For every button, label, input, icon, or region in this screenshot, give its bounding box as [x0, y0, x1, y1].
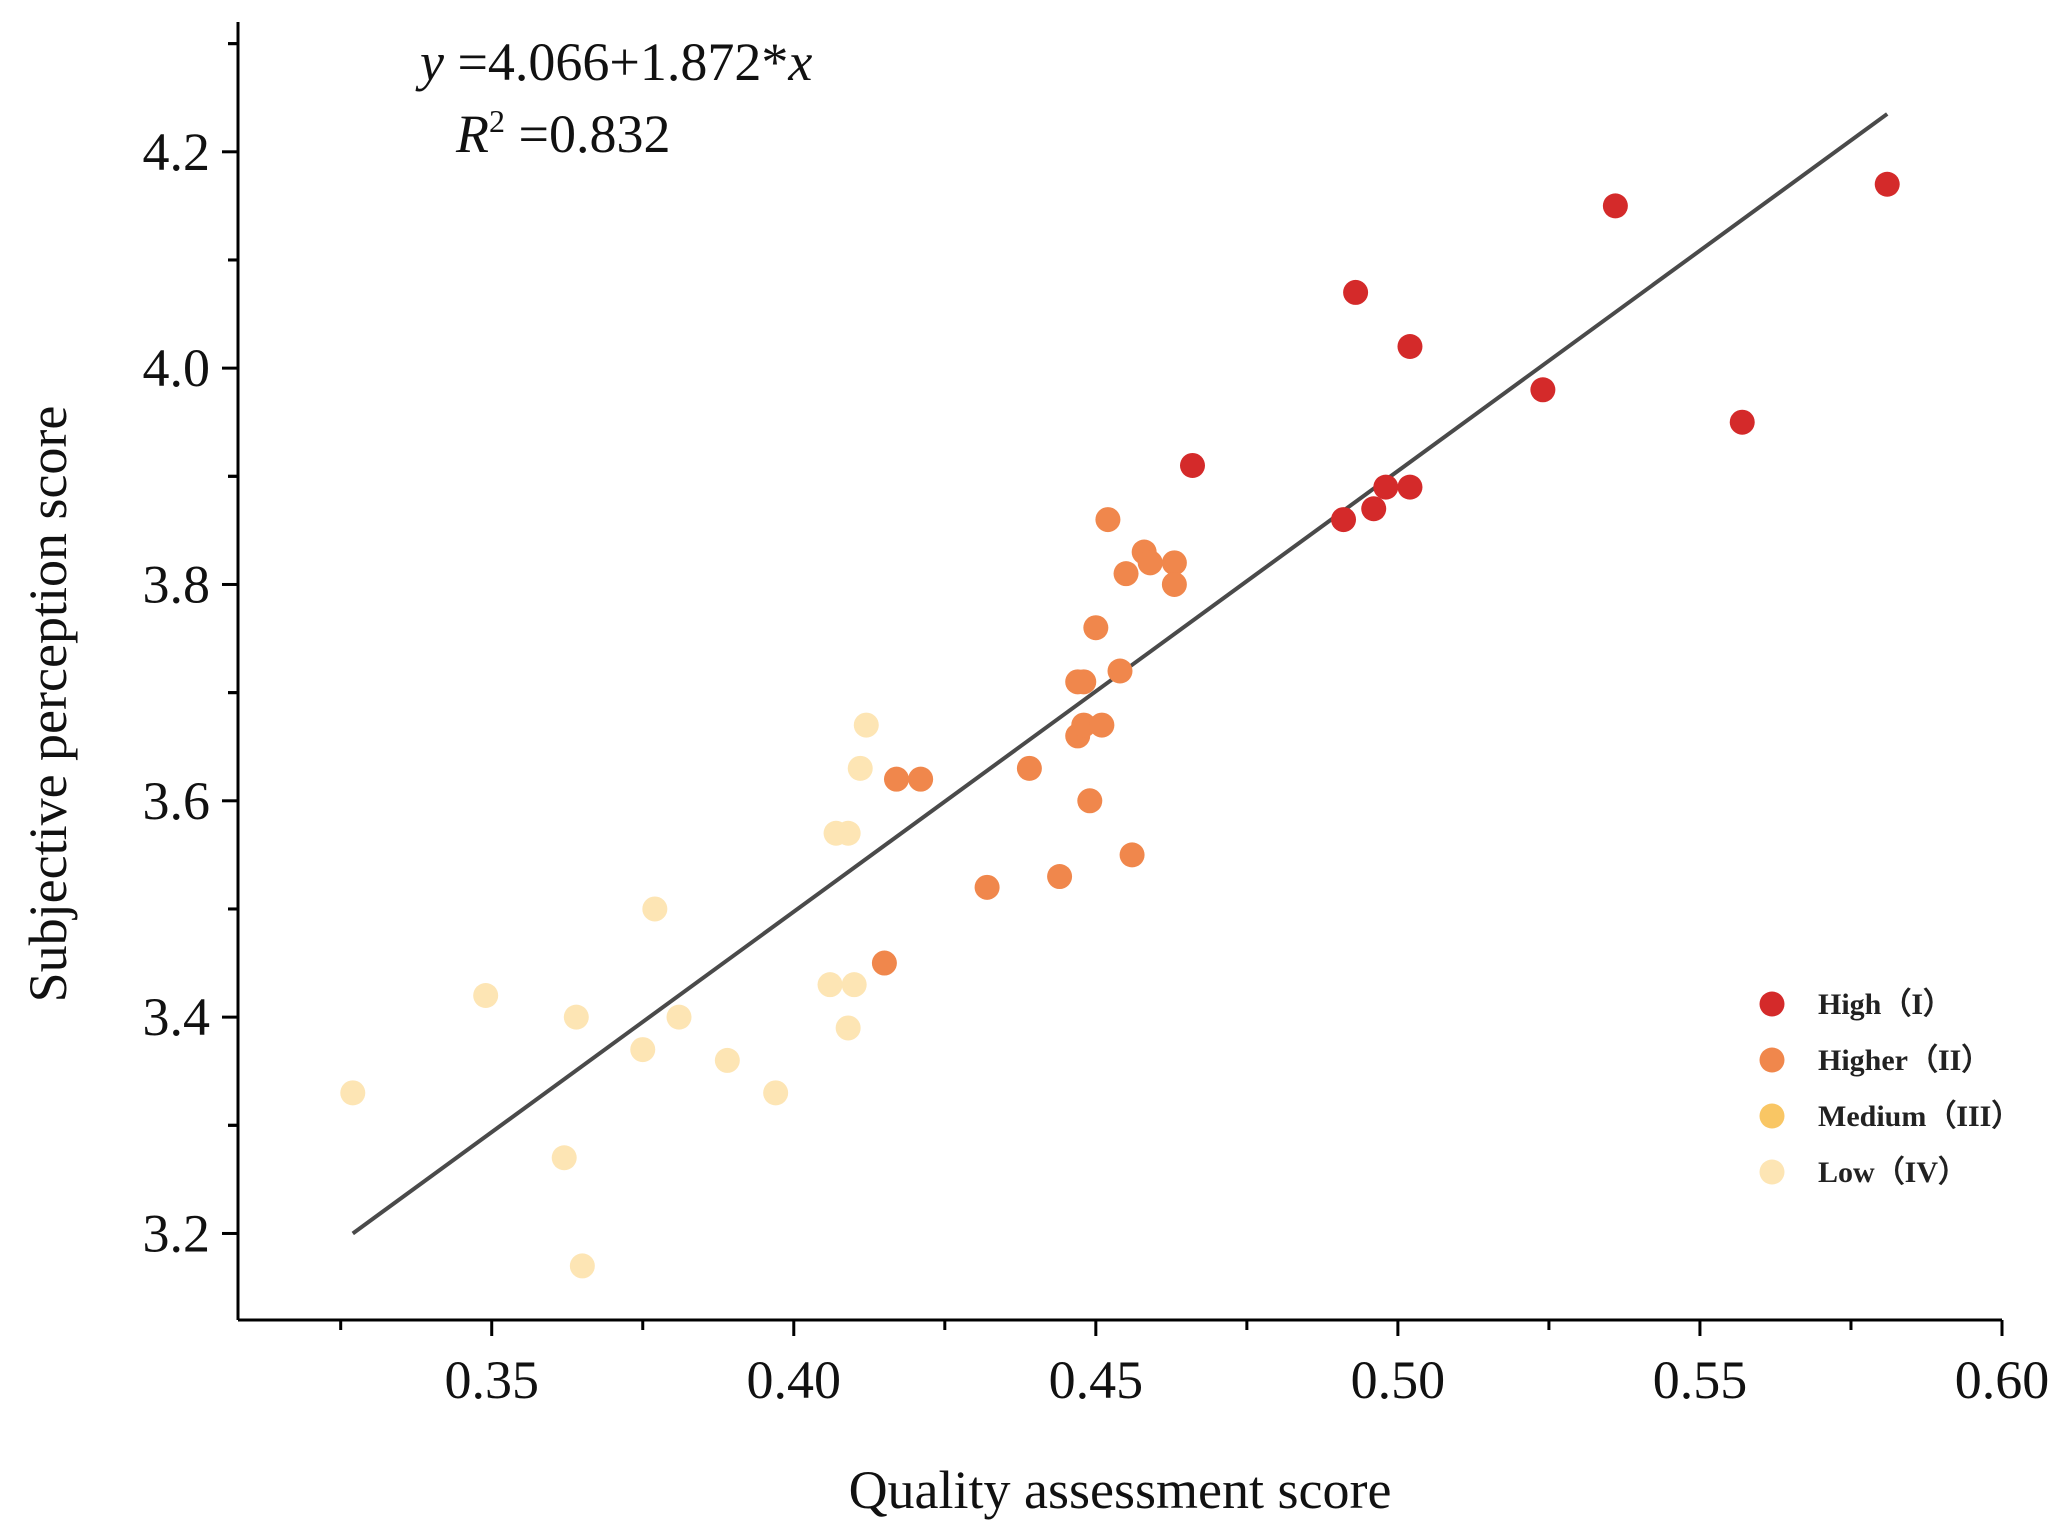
y-tick-label: 4.2 — [143, 122, 211, 182]
data-point — [1095, 507, 1120, 532]
data-point — [763, 1080, 788, 1105]
data-point — [1730, 410, 1755, 435]
data-point — [1071, 669, 1096, 694]
data-point — [1397, 334, 1422, 359]
legend-label: Medium（III） — [1818, 1099, 2021, 1133]
data-point — [1530, 377, 1555, 402]
data-point — [570, 1253, 595, 1278]
legend-marker — [1760, 992, 1785, 1017]
legend-label: Low（IV） — [1818, 1155, 1968, 1189]
y-tick-label: 3.6 — [143, 771, 211, 831]
data-point — [1162, 572, 1187, 597]
legend-marker — [1760, 1048, 1785, 1073]
x-tick-label: 0.45 — [1049, 1350, 1144, 1410]
x-axis-title: Quality assessment score — [849, 1460, 1392, 1520]
data-point — [1047, 864, 1072, 889]
data-points — [340, 172, 1899, 1279]
data-point — [818, 972, 843, 997]
data-point — [1397, 475, 1422, 500]
r-squared-label: R2 =0.832 — [455, 103, 670, 164]
data-point — [1120, 842, 1145, 867]
equation-x: x — [787, 32, 812, 92]
data-point — [1162, 550, 1187, 575]
data-point — [975, 875, 1000, 900]
x-tick-label: 0.60 — [1955, 1350, 2050, 1410]
y-tick-label: 3.8 — [143, 554, 211, 614]
data-point — [1138, 550, 1163, 575]
legend-marker — [1760, 1160, 1785, 1185]
data-point — [884, 767, 909, 792]
y-tick-label: 4.0 — [143, 338, 211, 398]
data-point — [854, 713, 879, 738]
data-point — [630, 1037, 655, 1062]
data-point — [1017, 756, 1042, 781]
legend: High（I） Higher（II） Medium（III） Low（IV） — [1760, 987, 2022, 1189]
data-point — [842, 972, 867, 997]
r-superscript: 2 — [489, 103, 505, 139]
equation-y: y — [415, 32, 444, 92]
data-point — [1108, 659, 1133, 684]
data-point — [1077, 788, 1102, 813]
data-point — [715, 1048, 740, 1073]
data-point — [473, 983, 498, 1008]
legend-label: High（I） — [1818, 987, 1953, 1021]
data-point — [564, 1005, 589, 1030]
data-point — [1083, 615, 1108, 640]
data-point — [836, 821, 861, 846]
data-point — [552, 1145, 577, 1170]
data-point — [908, 767, 933, 792]
data-point — [340, 1080, 365, 1105]
data-point — [1343, 280, 1368, 305]
data-point — [872, 951, 897, 976]
data-point — [1114, 561, 1139, 586]
legend-label: Higher（II） — [1818, 1043, 1991, 1077]
equation-body: =4.066+1.872* — [444, 32, 788, 92]
data-point — [667, 1005, 692, 1030]
data-point — [1603, 193, 1628, 218]
data-point — [1180, 453, 1205, 478]
x-tick-label: 0.35 — [444, 1350, 539, 1410]
data-point — [1875, 172, 1900, 197]
legend-marker — [1760, 1104, 1785, 1129]
data-point — [1089, 713, 1114, 738]
x-tick-label: 0.50 — [1351, 1350, 1446, 1410]
data-point — [1361, 496, 1386, 521]
x-tick-label: 0.55 — [1653, 1350, 1748, 1410]
y-axis-title: Subjective perception score — [18, 406, 78, 1003]
data-point — [836, 1015, 861, 1040]
data-point — [642, 896, 667, 921]
r-squared-value: =0.832 — [505, 104, 670, 164]
y-tick-label: 3.2 — [143, 1203, 211, 1263]
regression-equation: y =4.066+1.872*x — [415, 32, 812, 92]
data-point — [1373, 475, 1398, 500]
data-point — [848, 756, 873, 781]
y-tick-label: 3.4 — [143, 987, 211, 1047]
scatter-chart: 0.35 0.40 0.45 0.50 0.55 0.60 3.2 3.4 3.6 3.8 4.0 4… — [0, 0, 2055, 1539]
r-symbol: R — [455, 104, 489, 164]
x-tick-label: 0.40 — [747, 1350, 842, 1410]
data-point — [1331, 507, 1356, 532]
